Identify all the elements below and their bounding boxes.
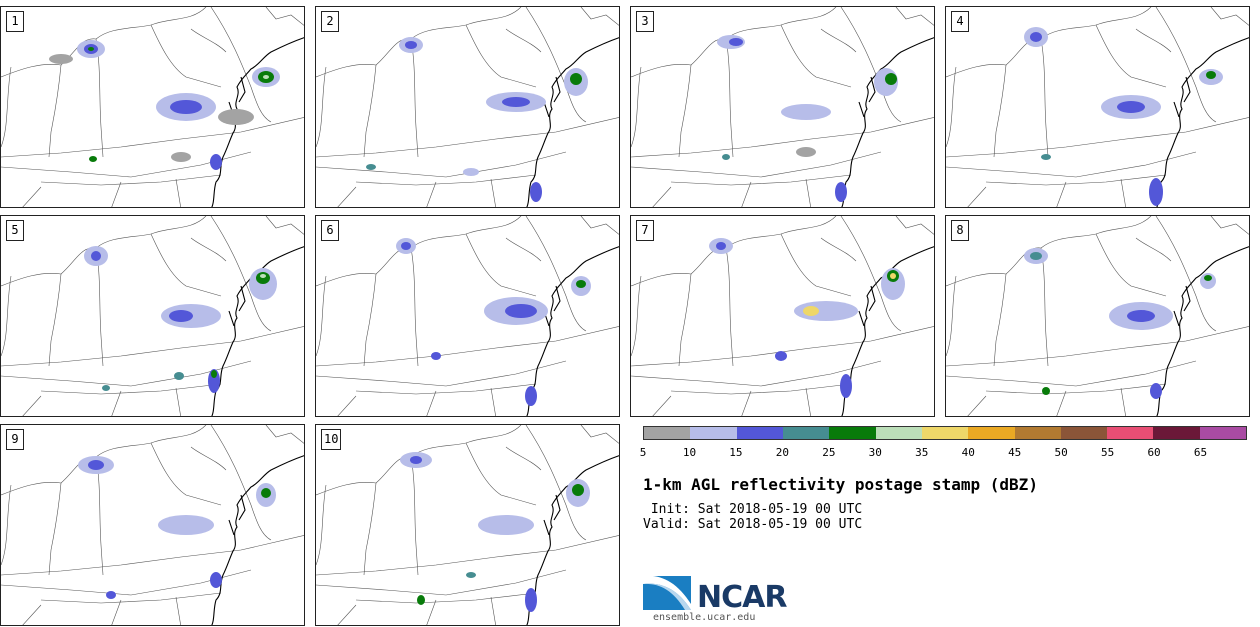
map-panel-3[interactable]: 3: [630, 6, 935, 208]
init-time: Init: Sat 2018-05-19 00 UTC: [643, 502, 863, 517]
colorbar-tick-label: 25: [822, 446, 836, 459]
reflectivity-map: [946, 7, 1249, 207]
valid-time: Valid: Sat 2018-05-19 00 UTC: [643, 517, 863, 532]
panel-label: 5: [6, 220, 24, 241]
colorbar-tick-label: 40: [961, 446, 975, 459]
plot-title: 1-km AGL reflectivity postage stamp (dBZ…: [643, 475, 1038, 494]
reflectivity-map: [631, 216, 934, 416]
colorbar-tick-label: 50: [1054, 446, 1068, 459]
colorbar-tick-label: 20: [775, 446, 789, 459]
reflectivity-map: [946, 216, 1249, 416]
colorbar-swatch-10: [1107, 427, 1154, 439]
colorbar-swatch-0: [644, 427, 691, 439]
panel-label: 8: [951, 220, 969, 241]
panel-label: 7: [636, 220, 654, 241]
panel-label: 9: [6, 429, 24, 450]
colorbar-tick-label: 60: [1147, 446, 1161, 459]
colorbar-swatch-11: [1153, 427, 1200, 439]
colorbar-tick-label: 15: [729, 446, 743, 459]
colorbar-swatch-2: [736, 427, 783, 439]
colorbar-swatch-3: [782, 427, 830, 439]
reflectivity-map: [1, 7, 304, 207]
map-panel-9[interactable]: 9: [0, 424, 305, 626]
colorbar-tick-label: 35: [915, 446, 929, 459]
reflectivity-map: [316, 425, 619, 625]
ncar-wordmark: NCAR: [697, 580, 787, 615]
map-panel-6[interactable]: 6: [315, 215, 620, 417]
colorbar-swatch-8: [1014, 427, 1061, 439]
colorbar-swatch-4: [829, 427, 876, 439]
colorbar-ticks: 5 10 15 20 25 30 35 40 45 50 55 60 65: [639, 446, 1247, 460]
map-panel-2[interactable]: 2: [315, 6, 620, 208]
map-panel-4[interactable]: 4: [945, 6, 1250, 208]
site-url[interactable]: ensemble.ucar.edu: [653, 612, 756, 623]
colorbar-tick-label: 10: [682, 446, 697, 459]
panel-label: 10: [321, 429, 342, 450]
ncar-logo-icon: [643, 575, 691, 610]
colorbar-swatch-6: [921, 427, 969, 439]
reflectivity-map: [631, 7, 934, 207]
map-panel-5[interactable]: 5: [0, 215, 305, 417]
reflectivity-map: [1, 425, 304, 625]
panel-label: 2: [321, 11, 339, 32]
colorbar-swatch-7: [968, 427, 1015, 439]
colorbar-swatch-5: [875, 427, 922, 439]
panel-label: 1: [6, 11, 24, 32]
colorbar-tick-label: 45: [1008, 446, 1022, 459]
map-panel-10[interactable]: 10: [315, 424, 620, 626]
panel-label: 6: [321, 220, 339, 241]
panel-label: 4: [951, 11, 969, 32]
reflectivity-map: [1, 216, 304, 416]
colorbar-swatch-9: [1060, 427, 1108, 439]
panel-label: 3: [636, 11, 654, 32]
map-panel-8[interactable]: 8: [945, 215, 1250, 417]
colorbar-tick-label: 65: [1193, 446, 1208, 459]
map-panel-1[interactable]: 1: [0, 6, 305, 208]
colorbar-tick-label: 30: [868, 446, 882, 459]
colorbar: [643, 426, 1247, 440]
reflectivity-map: [316, 7, 619, 207]
map-panel-7[interactable]: 7: [630, 215, 935, 417]
colorbar-swatch-12: [1199, 427, 1247, 439]
reflectivity-map: [316, 216, 619, 416]
colorbar-tick-label: 55: [1100, 446, 1115, 459]
colorbar-tick-label: 5: [639, 446, 647, 459]
colorbar-swatch-1: [690, 427, 737, 439]
